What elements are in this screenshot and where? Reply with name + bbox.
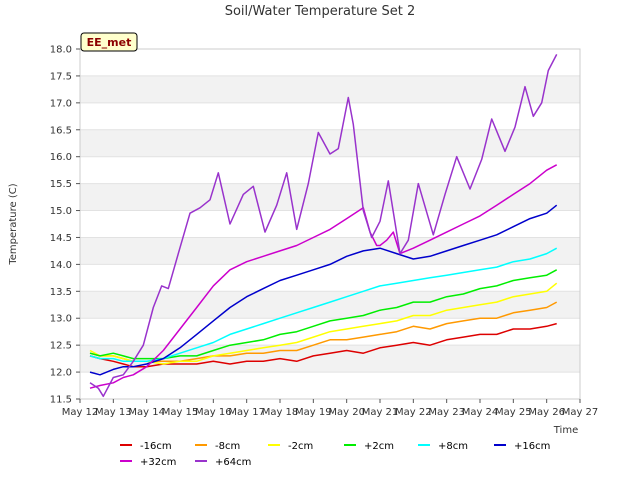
y-tick-label: 12.0 (50, 368, 72, 379)
x-tick-label: May 15 (162, 407, 199, 418)
x-tick-label: May 27 (562, 407, 599, 418)
legend-label: +8cm (438, 441, 468, 452)
x-tick-label: May 21 (362, 407, 399, 418)
legend-label: +64cm (215, 457, 251, 468)
series-line-8cm (89, 247, 558, 363)
y-tick-label: 12.5 (50, 341, 72, 352)
badge-box (80, 32, 138, 52)
x-tick-label: May 20 (328, 407, 365, 418)
y-tick-label: 14.0 (50, 260, 72, 271)
legend-label: -8cm (215, 441, 240, 452)
y-axis-label: Temperature (C) (8, 183, 19, 265)
plot-band (80, 291, 580, 319)
chart-title: Soil/Water Temperature Set 2 (225, 4, 416, 19)
y-tick-label: 18.0 (50, 45, 72, 56)
legend: -16cm -8cm -2cm +2cm +8cm +16cm +32cm +64cm (120, 441, 550, 468)
x-tick-label: May 19 (295, 407, 332, 418)
series-line-64cm (89, 54, 558, 398)
series-lines (89, 54, 558, 398)
x-tick-label: May 26 (528, 407, 565, 418)
legend-label: +16cm (514, 441, 550, 452)
y-tick-label: 14.5 (50, 233, 72, 244)
series-line-2cm (89, 269, 558, 360)
x-tick-label: May 12 (62, 407, 99, 418)
y-tick-label: 16.0 (50, 152, 72, 163)
y-tick-label: 17.0 (50, 98, 72, 109)
x-tick-label: May 17 (228, 407, 265, 418)
badge-label: EE_met (87, 36, 132, 49)
legend-label: +32cm (140, 457, 176, 468)
y-tick-label: 15.0 (50, 206, 72, 217)
legend-label: +2cm (364, 441, 394, 452)
series-line-16cm (89, 204, 558, 376)
x-tick-label: May 16 (195, 407, 232, 418)
y-tick-label: 13.5 (50, 287, 72, 298)
y-tick-label: 15.5 (50, 179, 72, 190)
y-tick-label: 16.5 (50, 125, 72, 136)
y-tick-label: 11.5 (50, 395, 72, 406)
x-tick-label: May 14 (128, 407, 165, 418)
x-tick-label: May 25 (495, 407, 532, 418)
y-tick-label: 17.5 (50, 71, 72, 82)
series-line-32cm (89, 164, 558, 389)
x-tick-label: May 22 (395, 407, 432, 418)
plot-band (80, 237, 580, 265)
x-axis-label: Time (553, 425, 578, 436)
plot-frame (79, 48, 581, 400)
plot-band (80, 129, 580, 157)
x-tick-label: May 23 (428, 407, 465, 418)
y-ticks: 11.5 12.0 12.5 13.0 13.5 14.0 14.5 15.0 15.5 16.0… (50, 45, 80, 406)
plot-band (80, 183, 580, 211)
plot-bands (80, 75, 580, 373)
station-badge: EE_met (80, 32, 138, 52)
legend-label: -2cm (288, 441, 313, 452)
legend-label: -16cm (140, 441, 172, 452)
x-tick-label: May 13 (95, 407, 132, 418)
x-tick-label: May 18 (262, 407, 299, 418)
y-tick-label: 13.0 (50, 314, 72, 325)
plot-band (80, 75, 580, 103)
x-tick-label: May 24 (462, 407, 499, 418)
